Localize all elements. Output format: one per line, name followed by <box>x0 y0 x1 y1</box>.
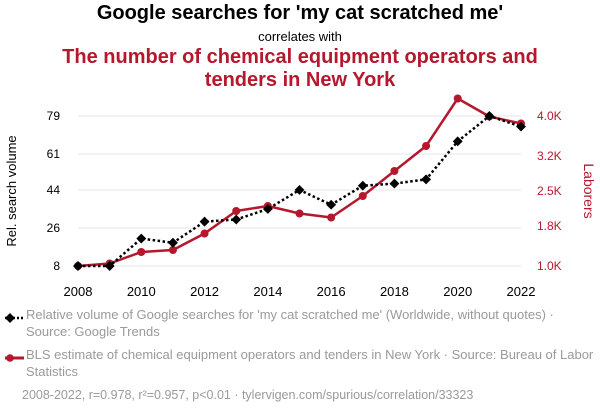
point-operators <box>168 246 177 254</box>
legend-swatch-searches <box>5 313 24 323</box>
x-tick-label: 2020 <box>443 284 472 299</box>
point-searches <box>357 180 368 191</box>
legend-item-operators: BLS estimate of chemical equipment opera… <box>4 346 600 382</box>
point-searches <box>389 178 400 189</box>
x-tick-label: 2014 <box>253 284 282 299</box>
x-tick-label: 2010 <box>127 284 156 299</box>
y-left-tick-label: 44 <box>47 183 61 197</box>
point-operators <box>200 229 209 238</box>
series-line-operators <box>77 97 522 268</box>
legend-item-searches: Relative volume of Google searches for '… <box>4 306 600 342</box>
legend-label-searches: Relative volume of Google searches for '… <box>26 307 554 339</box>
y-axis-label-left: Rel. search volume <box>4 135 19 246</box>
point-operators <box>137 248 146 256</box>
point-searches <box>294 184 305 195</box>
y-right-tick-label: 1.8K <box>537 219 562 233</box>
point-searches <box>516 121 526 132</box>
x-tick-label: 2018 <box>380 284 409 299</box>
y-right-tick-label: 1.0K <box>537 259 562 273</box>
y-right-tick-label: 4.0K <box>537 109 562 123</box>
x-tick-label: 2012 <box>190 284 219 299</box>
y-axis-label-right: Laborers <box>581 163 597 218</box>
legend-swatch-operators <box>5 354 24 362</box>
chart-footer: 2008-2022, r=0.978, r²=0.957, p<0.01 · t… <box>22 388 474 402</box>
chart-subtitle: correlates with <box>258 29 342 44</box>
y-left-tick-label: 26 <box>47 221 61 235</box>
chart-title-bottom: The number of chemical equipment operato… <box>62 46 538 91</box>
point-operators <box>327 213 336 222</box>
point-operators <box>232 207 241 215</box>
point-searches <box>167 237 178 248</box>
legend-label-operators: BLS estimate of chemical equipment opera… <box>26 347 594 379</box>
y-right-tick-label: 3.2K <box>537 149 562 163</box>
point-operators <box>422 142 431 150</box>
y-left-tick-label: 61 <box>47 147 61 161</box>
point-searches <box>136 233 147 244</box>
point-operators <box>295 209 304 218</box>
y-left-tick-label: 8 <box>53 259 60 273</box>
point-operators <box>358 192 367 200</box>
x-tick-label: 2008 <box>64 284 93 299</box>
point-operators <box>453 94 462 103</box>
point-searches <box>326 199 337 210</box>
y-right-tick-label: 2.5K <box>537 184 562 198</box>
chart-title-top: Google searches for 'my cat scratched me… <box>96 2 504 24</box>
point-searches <box>452 136 463 147</box>
point-searches <box>199 216 210 227</box>
point-searches <box>421 174 432 185</box>
point-searches <box>73 261 83 271</box>
x-tick-label: 2022 <box>507 284 536 299</box>
point-searches <box>262 204 273 214</box>
y-left-tick-label: 79 <box>47 109 61 123</box>
x-tick-label: 2016 <box>317 284 346 299</box>
dual-axis-line-chart: 8 26 44 61 79 1.0K 1.8K 2.5K 3.2K 4.0K 2008 2010 201… <box>4 94 597 299</box>
point-searches <box>231 214 242 225</box>
point-operators <box>390 167 399 175</box>
